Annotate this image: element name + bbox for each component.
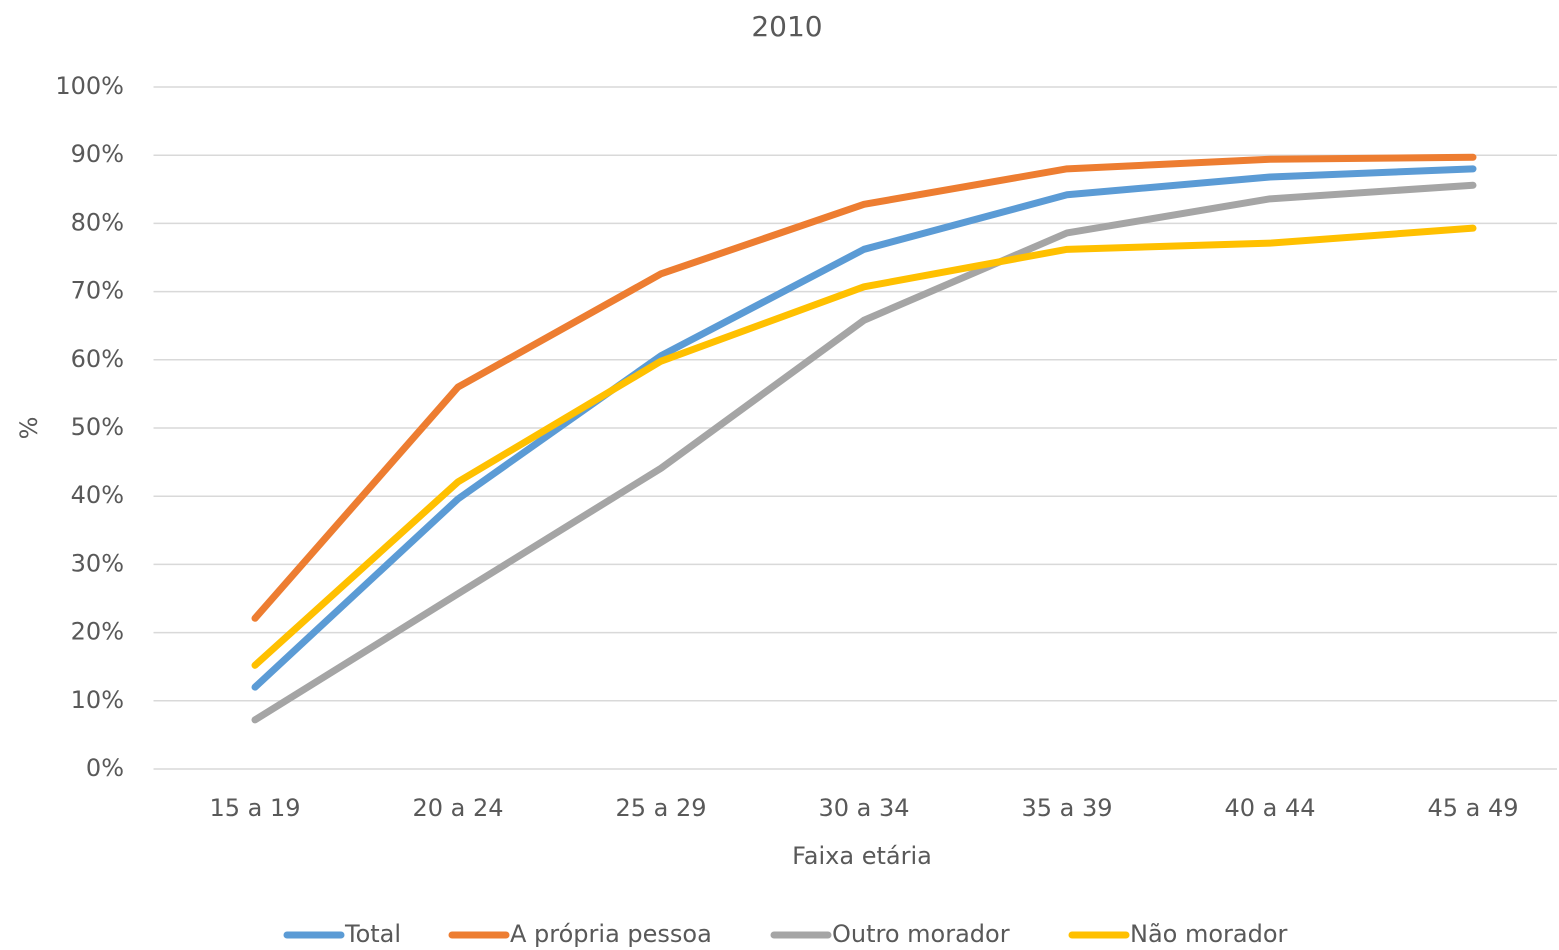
y-tick-label: 10%: [71, 686, 124, 714]
chart-title: 2010: [751, 10, 822, 43]
y-tick-label: 0%: [86, 754, 124, 782]
y-tick-label: 100%: [55, 72, 124, 100]
y-axis-label: %: [15, 417, 43, 440]
y-tick-label: 70%: [71, 277, 124, 305]
series-line: [251, 181, 1477, 724]
x-tick-label: 40 a 44: [1224, 794, 1315, 822]
series-line: [251, 153, 1477, 622]
legend-label: Outro morador: [832, 920, 1010, 948]
x-tick-label: 30 a 34: [818, 794, 909, 822]
x-tick-label: 45 a 49: [1427, 794, 1518, 822]
series-line: [251, 224, 1477, 669]
y-tick-label: 90%: [71, 140, 124, 168]
legend-label: Total: [344, 920, 401, 948]
series-line: [251, 165, 1477, 691]
y-tick-label: 20%: [71, 618, 124, 646]
x-tick-label: 25 a 29: [615, 794, 706, 822]
y-tick-label: 30%: [71, 549, 124, 577]
legend-label: Não morador: [1130, 920, 1288, 948]
y-tick-label: 60%: [71, 345, 124, 373]
x-tick-label: 35 a 39: [1021, 794, 1112, 822]
legend-label: A própria pessoa: [510, 920, 712, 948]
x-tick-label: 20 a 24: [412, 794, 503, 822]
y-tick-label: 80%: [71, 208, 124, 236]
y-tick-label: 50%: [71, 413, 124, 441]
y-tick-label: 40%: [71, 481, 124, 509]
x-axis-label: Faixa etária: [792, 842, 932, 870]
x-tick-label: 15 a 19: [209, 794, 300, 822]
